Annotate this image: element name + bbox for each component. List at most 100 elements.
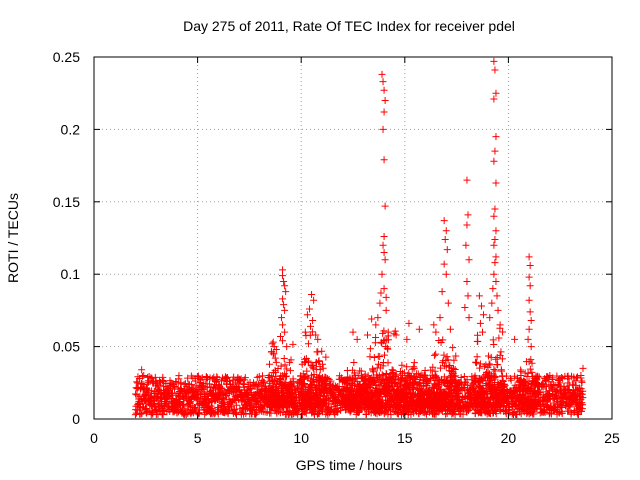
data-point: [203, 384, 211, 392]
data-point: [460, 383, 468, 391]
data-point: [281, 282, 289, 290]
data-point: [565, 388, 573, 396]
data-point: [496, 321, 504, 329]
data-point: [280, 277, 288, 285]
plot-frame: [93, 56, 613, 420]
data-point: [277, 362, 285, 370]
data-point: [372, 334, 380, 342]
data-point: [254, 380, 262, 388]
data-point: [353, 335, 361, 343]
data-point: [206, 380, 214, 388]
data-point: [464, 211, 472, 219]
data-point: [282, 288, 290, 296]
data-point: [159, 373, 167, 381]
data-point: [377, 289, 385, 297]
data-point: [534, 372, 542, 380]
data-point: [289, 340, 297, 348]
data-point: [517, 368, 525, 376]
data-point: [457, 374, 465, 382]
data-point: [175, 372, 183, 380]
data-point: [380, 86, 388, 94]
data-point: [461, 304, 469, 312]
data-point: [387, 411, 395, 419]
data-point: [210, 408, 218, 416]
data-point: [579, 394, 587, 402]
data-point: [278, 314, 286, 322]
data-point: [436, 314, 444, 322]
data-point: [368, 315, 376, 323]
x-axis-label: GPS time / hours: [296, 457, 403, 473]
data-point: [132, 390, 140, 398]
data-point: [133, 378, 141, 386]
y-tick-label: 0.2: [61, 121, 81, 137]
data-point: [380, 351, 388, 359]
data-point: [415, 325, 423, 333]
data-point: [286, 367, 294, 375]
y-tick-label: 0.05: [53, 339, 80, 355]
data-point: [271, 377, 279, 385]
data-point: [309, 362, 317, 370]
data-point: [472, 359, 480, 367]
data-point: [287, 382, 295, 390]
data-point: [479, 328, 486, 336]
data-point: [442, 410, 450, 418]
data-point: [526, 308, 534, 316]
data-point: [474, 337, 482, 345]
data-point: [260, 378, 268, 386]
data-point: [477, 302, 485, 310]
y-tick-label: 0.15: [53, 194, 80, 210]
data-point: [321, 396, 329, 404]
data-point: [279, 272, 287, 280]
data-point: [530, 410, 538, 418]
y-tick-label: 0.1: [61, 266, 81, 282]
data-point: [443, 246, 451, 254]
data-point: [381, 96, 389, 104]
data-point: [334, 408, 342, 416]
data-point: [430, 351, 438, 359]
data-point: [452, 352, 460, 360]
data-point: [281, 328, 289, 336]
data-point: [350, 359, 358, 367]
data-point: [287, 356, 295, 364]
data-point: [143, 380, 151, 388]
data-point: [527, 317, 535, 325]
data-point: [374, 314, 382, 322]
data-point: [476, 364, 484, 372]
data-point: [279, 321, 287, 329]
data-point: [265, 360, 273, 368]
data-point: [288, 380, 296, 388]
y-tick-label: 0: [72, 411, 80, 427]
data-point: [526, 282, 534, 290]
data-point: [252, 410, 260, 418]
data-point: [491, 66, 499, 74]
data-point: [558, 409, 566, 417]
data-point: [301, 385, 309, 393]
data-point: [280, 301, 288, 309]
data-point: [490, 57, 498, 65]
data-point: [379, 78, 387, 86]
data-point: [289, 401, 297, 409]
data-point: [571, 377, 579, 385]
data-point: [410, 359, 418, 367]
x-tick-label: 10: [293, 430, 309, 446]
y-tick-label: 0.25: [53, 49, 80, 65]
data-point: [480, 311, 488, 319]
data-point: [322, 377, 330, 385]
data-point: [450, 356, 458, 364]
data-point: [269, 338, 277, 346]
data-point: [465, 314, 473, 322]
data-point: [464, 292, 472, 300]
data-point: [370, 354, 378, 362]
data-point: [301, 408, 309, 416]
data-point: [303, 367, 311, 375]
data-point: [246, 396, 254, 404]
data-point: [364, 331, 372, 339]
data-point: [525, 325, 533, 333]
data-point: [440, 217, 448, 225]
data-point: [275, 392, 283, 400]
data-point: [266, 377, 274, 385]
data-point: [272, 358, 280, 366]
data-point: [384, 328, 392, 336]
